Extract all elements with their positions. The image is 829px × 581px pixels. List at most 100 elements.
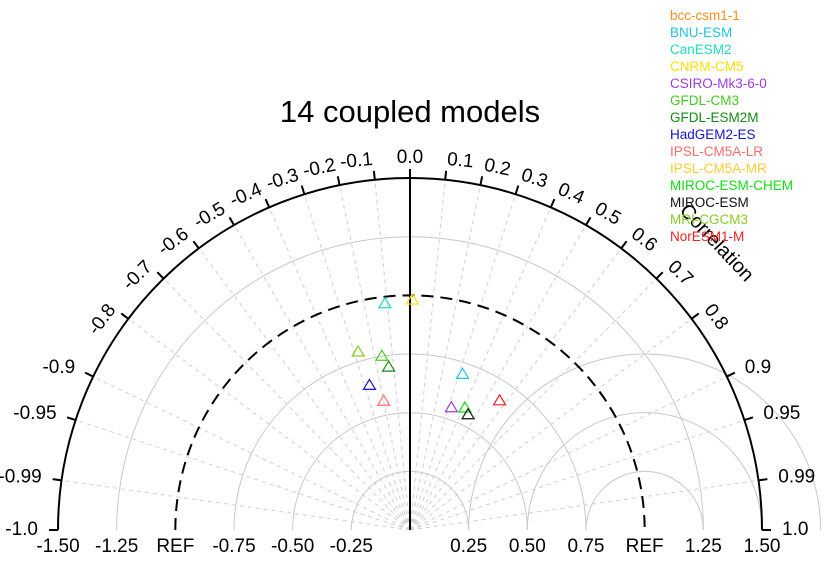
model-marker [405,292,420,305]
correlation-ray [409,419,745,531]
correlation-tick [744,416,754,422]
model-marker [351,344,366,357]
correlation-tick [726,371,736,378]
correlation-ray [409,224,587,531]
marker-layer [351,292,507,420]
correlation-tick [655,271,664,280]
model-marker [461,407,476,420]
correlation-tick [444,170,448,180]
model-marker [444,400,459,413]
correlation-tick [228,216,235,226]
correlation-tick-label: -1.0 [5,519,38,540]
correlation-tick [52,478,62,482]
correlation-ray [409,318,692,531]
correlation-tick-label: 0.0 [397,147,423,168]
rmsd-arc [526,412,763,531]
correlation-tick [192,240,200,249]
correlation-tick [620,240,628,249]
correlation-ray [374,179,411,531]
correlation-tick [336,176,341,186]
legend-entry: CNRM-CM5 [670,59,744,74]
correlation-ray [409,185,481,531]
correlation-tick-label: -0.6 [154,224,193,260]
correlation-tick [549,198,556,208]
model-marker [376,394,391,406]
correlation-tick [758,478,768,482]
correlation-ray [409,179,446,531]
correlation-tick [300,185,306,195]
correlation-tick-label: -0.2 [301,155,337,182]
legend-entry: bcc-csm1-1 [670,8,740,23]
x-tick-label: -0.75 [212,536,255,557]
correlation-ray [198,248,411,531]
legend-entry: MIROC-ESM-CHEM [670,178,793,193]
correlation-tick-label: 0.6 [627,224,661,257]
correlation-tick [84,371,94,378]
correlation-tick-label: 0.7 [663,256,697,289]
correlation-tick-label: -0.7 [119,256,157,294]
correlation-tick-label: -0.4 [227,179,266,212]
correlation-tick-label: 0.1 [446,149,474,173]
correlation-ray [409,479,759,531]
correlation-tick-label: 0.5 [591,198,624,229]
correlation-tick-label: -0.9 [42,357,75,378]
correlation-tick-label: 0.8 [700,300,733,334]
x-tick-label: -0.25 [330,536,373,557]
model-marker [374,349,389,361]
correlation-tick [585,216,592,226]
correlation-ray [75,419,411,531]
model-marker [457,400,472,413]
legend-entry: HadGEM2-ES [670,127,756,142]
correlation-tick-label: -0.99 [0,467,42,488]
rmsd-arc [585,471,704,531]
correlation-tick-label: 1.0 [782,519,808,540]
legend-entry: GFDL-CM3 [670,93,739,108]
correlation-tick-label: -0.8 [84,300,120,339]
correlation-tick-label: -0.3 [264,165,302,195]
correlation-ray [409,278,657,531]
legend-entry: MRI-CGCM3 [670,212,748,227]
model-marker [455,367,470,379]
legend-entry: CSIRO-Mk3-6-0 [670,76,767,91]
legend-entry: IPSL-CM5A-LR [670,144,763,159]
x-tick-label: 1.50 [744,536,781,557]
legend-entry: NorESM1-M [670,229,744,244]
correlation-ray [128,318,411,531]
correlation-ray [92,376,411,531]
correlation-tick [264,198,271,208]
x-tick-label: 0.75 [568,536,605,557]
correlation-ray [339,185,411,531]
correlation-ray [409,194,517,531]
correlation-tick [479,176,484,186]
correlation-tick-label: 0.9 [745,357,771,378]
correlation-ray [409,207,552,531]
correlation-tick [372,170,376,180]
chart-title: 14 coupled models [280,94,540,129]
legend: bcc-csm1-1 BNU-ESM CanESM2 CNRM-CM5 CSIRO-Mk… [670,8,793,244]
correlation-tick-label: -0.95 [13,403,56,424]
grid-layer [61,179,822,531]
correlation-tick-label: 0.4 [555,179,588,209]
legend-entry: IPSL-CM5A-MR [670,161,767,176]
correlation-ray [303,194,411,531]
correlation-tick [690,312,700,320]
correlation-ray [409,376,728,531]
correlation-tick-label: 0.2 [482,155,512,181]
correlation-tick-label: 0.95 [763,403,800,424]
x-tick-label: -1.50 [36,536,79,557]
correlation-tick-label: -0.1 [339,149,374,173]
x-tick-label: -1.25 [95,536,138,557]
rmsd-arc [468,353,822,531]
x-tick-label: 0.50 [509,536,546,557]
model-marker [492,393,507,406]
x-tick-label: REF [626,536,664,557]
x-tick-label: 1.25 [685,536,722,557]
x-tick-label: -0.50 [271,536,314,557]
x-tick-label: 0.25 [450,536,487,557]
correlation-ray [61,479,411,531]
x-tick-label: REF [156,536,194,557]
correlation-tick [514,185,520,195]
correlation-tick-label: 0.3 [519,165,551,193]
model-marker [377,296,393,309]
